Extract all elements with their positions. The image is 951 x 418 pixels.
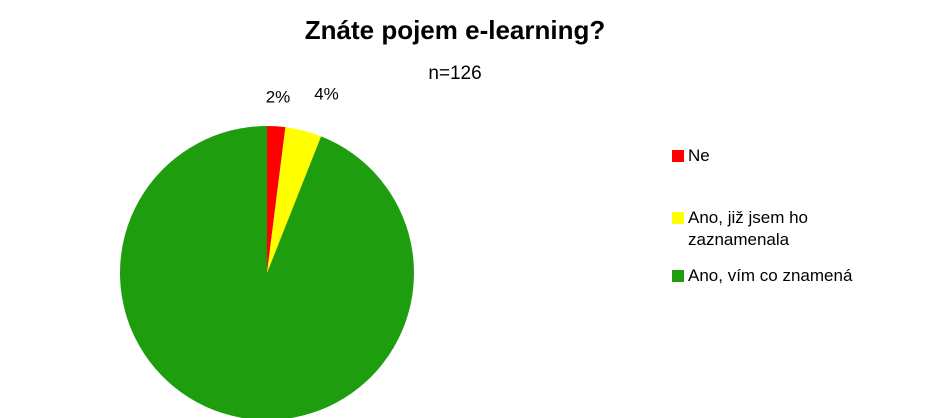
chart-title: Znáte pojem e-learning? (305, 15, 606, 45)
chart-subtitle: n=126 (428, 63, 481, 84)
legend-swatch (672, 150, 684, 162)
legend-item: Ano, již jsem ho zaznamenala (672, 207, 862, 251)
legend-label: Ano, vím co znamená (688, 266, 853, 285)
legend-label: Ano, již jsem ho zaznamenala (688, 208, 808, 249)
legend-swatch (672, 270, 684, 282)
pie-slice (267, 127, 322, 273)
legend-swatch (672, 212, 684, 224)
data-label-value: 2 (266, 88, 275, 107)
pie-slice (267, 126, 286, 273)
data-label-unit: % (275, 88, 290, 107)
data-label-value: 4 (314, 85, 323, 104)
data-label: 4% (314, 85, 339, 104)
pie-slice (120, 126, 414, 418)
legend-item: Ano, vím co znamená (672, 265, 951, 287)
data-label-unit: % (324, 85, 339, 104)
legend-item: Ne (672, 145, 951, 167)
data-label: 2% (266, 88, 291, 107)
legend-label: Ne (688, 146, 710, 165)
